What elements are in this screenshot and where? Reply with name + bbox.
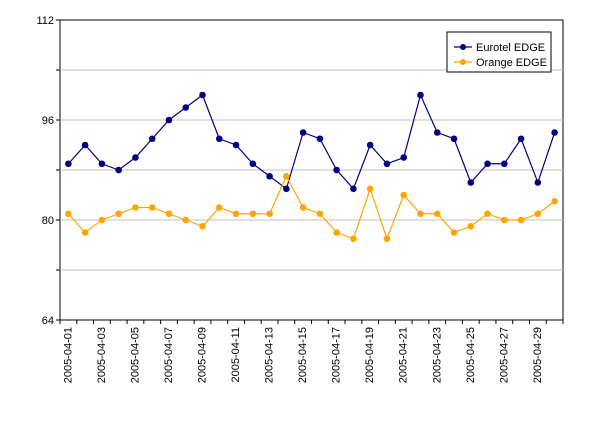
- data-point: [501, 216, 508, 224]
- data-point: [316, 135, 324, 143]
- x-tick-label: 2005-04-13: [264, 327, 276, 383]
- data-point: [350, 235, 357, 243]
- data-point: [65, 210, 72, 218]
- data-point: [467, 179, 475, 186]
- data-point: [517, 135, 525, 143]
- data-point: [534, 179, 542, 186]
- data-point: [517, 216, 525, 224]
- data-point: [283, 172, 290, 180]
- data-point: [467, 222, 475, 230]
- legend-label-orange: Orange EDGE: [476, 57, 547, 69]
- series-line: [67, 93, 556, 190]
- x-tick-label: 2005-04-23: [431, 327, 443, 383]
- series-1: [65, 172, 558, 243]
- y-tick-label: 80: [42, 215, 54, 227]
- legend-label-eurotel: Eurotel EDGE: [476, 42, 545, 54]
- data-point: [299, 129, 307, 136]
- data-point: [400, 191, 408, 199]
- data-point: [232, 210, 240, 218]
- x-tick-label: 2005-04-25: [465, 327, 477, 383]
- x-tick-label: 2005-04-05: [129, 327, 141, 383]
- data-point: [484, 160, 491, 168]
- data-point: [132, 204, 139, 211]
- data-point: [199, 222, 206, 230]
- data-point: [249, 210, 257, 218]
- x-tick-label: 2005-04-19: [364, 327, 376, 383]
- data-point: [249, 160, 257, 168]
- data-point: [350, 185, 357, 193]
- data-point: [81, 229, 89, 236]
- data-point: [182, 104, 190, 111]
- data-point: [433, 129, 441, 136]
- data-point: [501, 160, 508, 168]
- y-axis: 64 80 96 112: [36, 15, 60, 327]
- data-point: [98, 160, 106, 168]
- data-point: [148, 204, 156, 211]
- data-point: [417, 210, 424, 218]
- y-tick-label: 64: [42, 315, 54, 327]
- data-point: [450, 229, 458, 236]
- data-point: [199, 91, 206, 99]
- data-point: [534, 210, 542, 218]
- data-point: [65, 160, 72, 168]
- data-point: [383, 160, 391, 168]
- data-point: [283, 185, 290, 193]
- x-tick-label: 2005-04-21: [398, 327, 410, 383]
- series-0: [65, 91, 558, 193]
- x-tick-label: 2005-04-01: [62, 327, 74, 383]
- data-point: [383, 235, 391, 243]
- x-axis: 2005-04-01 2005-04-03 2005-04-05 2005-04-07…: [59, 320, 564, 383]
- data-point: [148, 135, 156, 143]
- data-point: [316, 210, 324, 218]
- data-point: [165, 210, 173, 218]
- x-tick-label: 2005-04-07: [163, 327, 175, 383]
- x-tick-label: 2005-04-29: [532, 327, 544, 383]
- data-point: [433, 210, 441, 218]
- legend-marker-orange: [460, 59, 466, 65]
- data-point: [182, 216, 190, 224]
- data-point: [299, 204, 307, 211]
- data-point: [266, 172, 273, 180]
- x-tick-label: 2005-04-09: [197, 327, 209, 383]
- data-point: [551, 129, 558, 136]
- data-point: [215, 135, 223, 143]
- x-tick-label: 2005-04-27: [498, 327, 510, 383]
- x-tick-label: 2005-04-15: [297, 327, 309, 383]
- data-point: [366, 185, 374, 193]
- data-point: [165, 116, 173, 124]
- data-point: [551, 197, 558, 205]
- data-point: [115, 210, 122, 218]
- data-point: [450, 135, 458, 143]
- data-point: [215, 204, 223, 211]
- y-tick-label: 96: [42, 115, 54, 127]
- data-point: [132, 154, 139, 161]
- data-point: [266, 210, 273, 218]
- data-point: [417, 91, 424, 99]
- data-point: [366, 141, 374, 149]
- legend: Eurotel EDGE Orange EDGE: [446, 31, 552, 73]
- data-point: [232, 141, 240, 149]
- data-point: [333, 166, 340, 174]
- data-point: [484, 210, 491, 218]
- data-point: [333, 229, 340, 236]
- legend-box: [446, 31, 552, 73]
- x-tick-label: 2005-04-03: [96, 327, 108, 383]
- series-layer: [65, 91, 558, 243]
- data-point: [400, 154, 408, 161]
- data-point: [81, 141, 89, 149]
- data-point: [98, 216, 106, 224]
- x-tick-label: 2005-04-17: [331, 327, 343, 383]
- y-tick-label: 112: [36, 15, 54, 27]
- x-tick-label: 2005-04-11: [230, 327, 242, 382]
- legend-marker-eurotel: [460, 44, 466, 50]
- data-point: [115, 166, 122, 174]
